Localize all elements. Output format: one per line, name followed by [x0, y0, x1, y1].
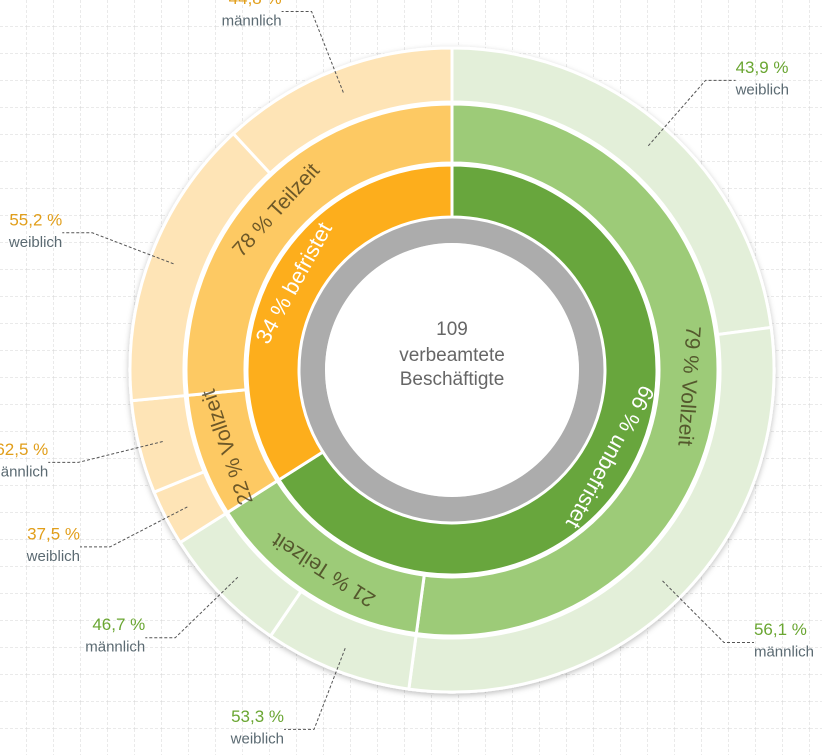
center-ring — [299, 217, 605, 523]
center-value: 109 — [436, 319, 468, 340]
leader-line — [62, 232, 174, 265]
segment — [414, 102, 720, 638]
leader-line — [80, 506, 188, 548]
segment — [184, 102, 454, 398]
segment — [245, 163, 454, 482]
center-text: Beschäftigte — [400, 369, 505, 390]
value-label: 55,2 % — [9, 210, 62, 229]
leader-line — [284, 648, 346, 730]
category-label: männlich — [85, 639, 145, 656]
category-label: männlich — [754, 643, 814, 660]
category-label: weiblich — [26, 548, 80, 565]
value-label: 43,9 % — [736, 58, 789, 77]
segment — [276, 163, 659, 577]
value-label: 37,5 % — [27, 524, 80, 543]
value-label: 46,7 % — [92, 615, 145, 634]
center-disc — [325, 243, 579, 497]
leader-line — [647, 79, 736, 147]
rings — [128, 46, 776, 694]
category-label: männlich — [222, 12, 282, 29]
segment — [231, 46, 454, 176]
value-label: 53,3 % — [231, 707, 284, 726]
leader-line — [662, 580, 754, 643]
leader-line — [281, 11, 344, 93]
category-label: männlich — [0, 463, 48, 480]
category-label: weiblich — [8, 234, 62, 251]
category-label: weiblich — [735, 81, 789, 98]
value-label: 56,1 % — [754, 620, 807, 639]
leader-line — [48, 441, 163, 463]
center-text: verbeamtete — [399, 345, 505, 366]
category-label: weiblich — [230, 730, 284, 747]
value-label: 62,5 % — [0, 440, 48, 459]
leader-line — [145, 576, 239, 639]
value-label: 44,8 % — [229, 0, 282, 8]
